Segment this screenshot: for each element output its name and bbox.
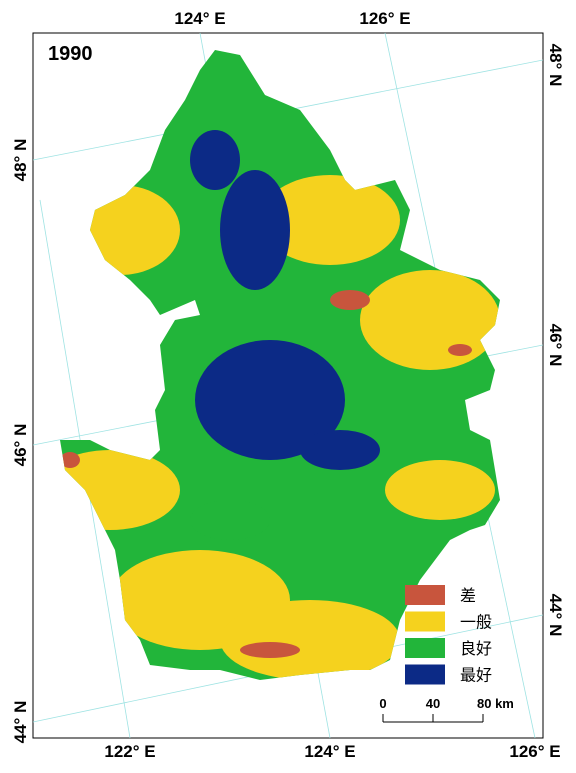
legend-label: 最好 [460,667,492,685]
class-area [448,344,472,356]
class-area [300,430,380,470]
class-area [220,600,400,680]
legend-swatch [405,638,445,658]
lat-label: 48° N [546,44,565,87]
scale-label: 0 [379,696,386,711]
class-area [190,130,240,190]
legend-swatch [405,585,445,605]
class-area [220,170,290,290]
class-area [385,460,495,520]
class-area [360,270,500,370]
lon-label: 126° E [509,742,560,761]
scale-bar: 0 40 80 km [379,696,514,723]
lon-label: 122° E [104,742,155,761]
lon-label: 126° E [359,9,410,28]
lon-label: 124° E [174,9,225,28]
class-area [60,452,80,468]
class-area [260,175,400,265]
class-area [190,500,270,540]
legend-label: 差 [460,587,476,605]
scale-label: 80 km [477,696,514,711]
scale-label: 40 [426,696,440,711]
legend-swatch [405,611,445,632]
class-area [330,290,370,310]
class-area [240,642,300,658]
lon-label: 124° E [304,742,355,761]
lat-label: 48° N [11,139,30,182]
legend-label: 一般 [460,614,492,632]
lat-label: 44° N [546,594,565,637]
legend-label: 良好 [460,640,492,658]
map-year: 1990 [48,43,93,65]
lat-label: 44° N [11,701,30,744]
coordinate-labels: 124° E 126° E 122° E 124° E 126° E 48° N 46° N… [11,9,565,761]
lat-label: 46° N [11,424,30,467]
lat-label: 46° N [546,324,565,367]
legend-swatch [405,664,445,685]
class-area [195,340,345,460]
